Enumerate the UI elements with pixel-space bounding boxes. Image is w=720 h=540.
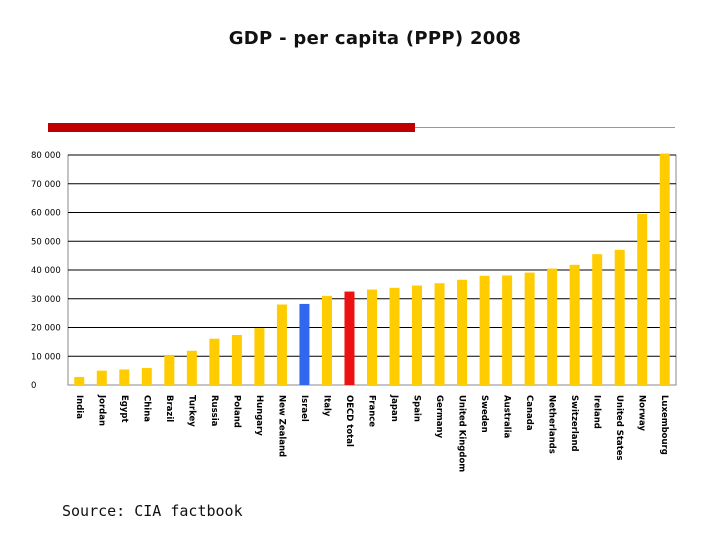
- bar-canada: [524, 272, 535, 385]
- bar-poland: [231, 334, 242, 385]
- y-tick-label: 80 000: [31, 151, 61, 161]
- slide-title: GDP - per capita (PPP) 2008: [228, 28, 522, 49]
- x-tick-label: Sweden: [479, 395, 489, 433]
- bar-russia: [209, 338, 220, 385]
- bar-china: [141, 368, 152, 385]
- bar-australia: [502, 275, 513, 385]
- x-tick-label: France: [367, 395, 377, 427]
- bar-jordan: [96, 370, 107, 385]
- x-tick-label: United States: [614, 395, 624, 461]
- bar-turkey: [186, 350, 197, 385]
- x-tick-label: Israel: [299, 395, 309, 422]
- x-tick-label: Italy: [321, 395, 331, 417]
- bar-new-zealand: [276, 304, 287, 385]
- bar-israel: [299, 303, 310, 385]
- bar-united-states: [614, 249, 625, 385]
- y-tick-label: 70 000: [31, 180, 61, 190]
- x-tick-label: Japan: [389, 394, 399, 422]
- bar-germany: [434, 283, 445, 385]
- accent-bar: [48, 123, 415, 132]
- x-tick-label: Spain: [412, 395, 422, 422]
- y-tick-label: 60 000: [31, 209, 61, 219]
- x-tick-label: Germany: [434, 395, 444, 439]
- bar-italy: [321, 295, 332, 385]
- x-tick-label: India: [74, 395, 84, 419]
- bar-luxembourg: [659, 153, 670, 385]
- x-tick-label: Brazil: [164, 395, 174, 422]
- y-tick-label: 40 000: [31, 266, 61, 276]
- x-tick-label: Ireland: [592, 395, 602, 429]
- y-tick-label: 30 000: [31, 295, 61, 305]
- bar-brazil: [164, 355, 175, 385]
- bar-netherlands: [547, 268, 558, 385]
- x-tick-label: China: [141, 395, 151, 422]
- bar-france: [367, 289, 377, 385]
- x-tick-label: Luxembourg: [659, 395, 669, 455]
- x-tick-label: Poland: [231, 395, 241, 428]
- bar-united-kingdom: [457, 279, 468, 385]
- bar-norway: [637, 213, 648, 385]
- bar-india: [74, 376, 85, 385]
- x-tick-label: Turkey: [186, 395, 196, 427]
- bar-japan: [389, 287, 400, 385]
- bar-egypt: [119, 369, 130, 385]
- x-tick-label: Canada: [524, 395, 534, 431]
- x-tick-label: Jordan: [96, 394, 106, 426]
- x-tick-label: Russia: [209, 395, 219, 427]
- bar-switzerland: [569, 264, 580, 385]
- x-tick-label: New Zealand: [276, 395, 286, 457]
- x-tick-label: Egypt: [119, 395, 129, 423]
- x-tick-label: Australia: [502, 395, 512, 439]
- y-tick-label: 20 000: [31, 324, 61, 334]
- x-tick-label: Hungary: [254, 395, 264, 436]
- x-tick-label: OECD total: [344, 395, 354, 447]
- y-tick-label: 50 000: [31, 237, 61, 247]
- x-tick-label: United Kingdom: [457, 395, 467, 472]
- x-tick-label: Norway: [637, 395, 647, 431]
- bar-spain: [412, 285, 423, 385]
- x-tick-label: Switzerland: [569, 395, 579, 452]
- bar-ireland: [592, 254, 603, 385]
- x-tick-label: Netherlands: [547, 395, 557, 454]
- y-tick-label: 10 000: [31, 352, 61, 362]
- bar-sweden: [479, 275, 490, 385]
- y-tick-label: 0: [31, 381, 36, 391]
- source-note: Source: CIA factbook: [62, 502, 243, 520]
- bar-hungary: [254, 328, 265, 385]
- bar-oecd-total: [344, 291, 355, 385]
